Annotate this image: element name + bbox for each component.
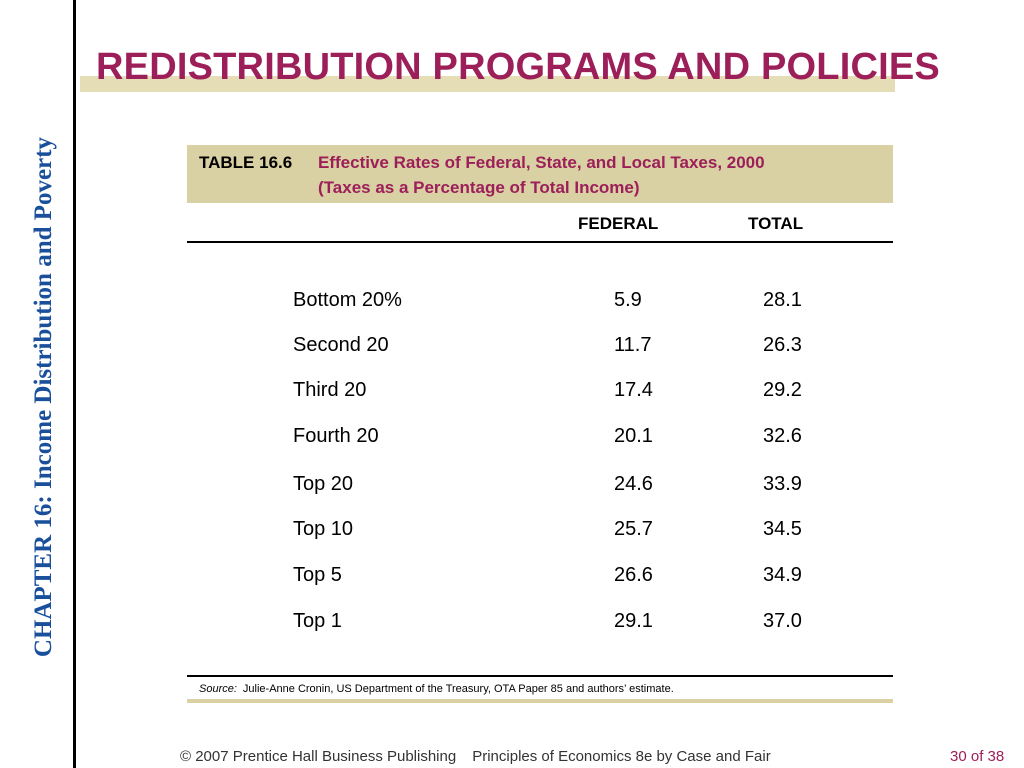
- federal-rate: 26.6: [614, 564, 653, 586]
- column-header-total: TOTAL: [748, 214, 804, 233]
- total-rate: 33.9: [763, 473, 802, 495]
- total-rate: 34.5: [763, 518, 802, 540]
- table-row: Top 10 25.7 34.5: [0, 518, 1024, 548]
- total-rate: 26.3: [763, 334, 802, 356]
- federal-rate: 17.4: [614, 379, 653, 401]
- total-rate: 37.0: [763, 610, 802, 632]
- row-label: Fourth 20: [293, 425, 379, 447]
- federal-rate: 24.6: [614, 473, 653, 495]
- table-row: Bottom 20% 5.9 28.1: [0, 289, 1024, 319]
- federal-rate: 11.7: [614, 334, 652, 356]
- federal-rate: 29.1: [614, 610, 653, 632]
- row-label: Top 10: [293, 518, 354, 540]
- table-bottom-band: [187, 699, 893, 703]
- column-header-federal: FEDERAL: [578, 214, 659, 233]
- total-rate: 34.9: [763, 564, 802, 586]
- page-number: 30 of 38: [950, 748, 1005, 765]
- row-label: Top 20: [293, 473, 354, 495]
- copyright-text: © 2007 Prentice Hall Business Publishing: [180, 748, 457, 765]
- table-row: Third 20 17.4 29.2: [0, 379, 1024, 409]
- sidebar-divider: [73, 0, 76, 768]
- source-note: Source: Julie-Anne Cronin, US Department …: [199, 683, 674, 695]
- header-rule: [187, 241, 893, 243]
- row-label: Third 20: [293, 379, 367, 401]
- total-rate: 32.6: [763, 425, 802, 447]
- slide-footer: © 2007 Prentice Hall Business Publishing…: [180, 748, 771, 765]
- federal-rate: 5.9: [614, 289, 642, 311]
- table-caption-line2: (Taxes as a Percentage of Total Income): [318, 178, 640, 197]
- row-label: Top 1: [293, 610, 342, 632]
- table-caption-line1: Effective Rates of Federal, State, and L…: [318, 153, 765, 172]
- federal-rate: 20.1: [614, 425, 653, 447]
- footer-rule: [187, 675, 893, 677]
- table-row: Fourth 20 20.1 32.6: [0, 425, 1024, 455]
- table-number: TABLE 16.6: [199, 153, 293, 172]
- source-label: Source:: [199, 683, 237, 695]
- row-label: Second 20: [293, 334, 389, 356]
- total-rate: 28.1: [763, 289, 802, 311]
- table-row: Top 20 24.6 33.9: [0, 473, 1024, 503]
- title-underline-band: [80, 76, 895, 92]
- row-label: Top 5: [293, 564, 342, 586]
- source-text: Julie-Anne Cronin, US Department of the …: [242, 683, 674, 695]
- row-label: Bottom 20%: [293, 289, 402, 311]
- slide-title: REDISTRIBUTION PROGRAMS AND POLICIES: [96, 46, 940, 88]
- table-row: Top 5 26.6 34.9: [0, 564, 1024, 594]
- book-title: Principles of Economics 8e by Case and F…: [472, 748, 771, 765]
- table-row: Top 1 29.1 37.0: [0, 610, 1024, 640]
- table-row: Second 20 11.7 26.3: [0, 334, 1024, 364]
- table-caption-box: TABLE 16.6 Effective Rates of Federal, S…: [187, 145, 893, 203]
- federal-rate: 25.7: [614, 518, 653, 540]
- total-rate: 29.2: [763, 379, 802, 401]
